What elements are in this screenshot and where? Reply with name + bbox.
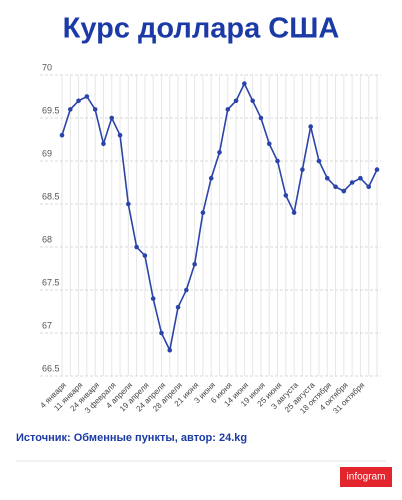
point xyxy=(184,287,189,293)
point xyxy=(250,98,255,104)
point xyxy=(242,81,247,86)
point xyxy=(233,98,239,104)
point xyxy=(275,158,280,164)
point xyxy=(283,193,289,198)
y-tick-label: 67 xyxy=(42,320,52,330)
point xyxy=(101,141,106,147)
y-tick-label: 70 xyxy=(42,62,52,72)
point xyxy=(308,124,313,129)
point xyxy=(316,158,322,164)
point xyxy=(217,150,222,155)
point xyxy=(366,184,372,190)
point xyxy=(76,98,81,104)
point xyxy=(142,253,148,258)
point xyxy=(374,167,380,172)
y-tick-label: 68 xyxy=(42,234,52,244)
point xyxy=(225,107,231,112)
point xyxy=(150,296,156,301)
point xyxy=(117,132,123,138)
point xyxy=(134,244,139,250)
chart-title: Курс доллара США xyxy=(63,13,340,45)
point xyxy=(109,115,115,121)
y-tick-label: 67.5 xyxy=(42,277,60,287)
y-tick-label: 69.5 xyxy=(42,105,60,115)
point xyxy=(341,188,347,194)
point xyxy=(208,175,214,181)
point xyxy=(159,330,164,336)
point xyxy=(175,304,181,310)
point xyxy=(92,107,98,112)
point xyxy=(291,210,297,215)
y-tick-label: 68.5 xyxy=(42,191,60,201)
point xyxy=(67,107,73,112)
logo-badge xyxy=(340,467,392,487)
point xyxy=(324,175,330,181)
point xyxy=(192,261,197,267)
point xyxy=(126,201,131,207)
logo: infogram xyxy=(347,472,386,483)
point xyxy=(167,347,173,353)
point xyxy=(59,132,65,138)
point xyxy=(200,210,206,215)
point xyxy=(300,167,305,172)
y-tick-label: 66.5 xyxy=(42,363,60,373)
point xyxy=(266,141,272,147)
point xyxy=(349,180,355,185)
point xyxy=(333,184,338,190)
point xyxy=(84,94,90,99)
point xyxy=(358,175,363,181)
y-tick-label: 69 xyxy=(42,148,52,158)
source-note: Источник: Обменные пункты, автор: 24.kg xyxy=(16,432,247,444)
point xyxy=(258,115,264,121)
